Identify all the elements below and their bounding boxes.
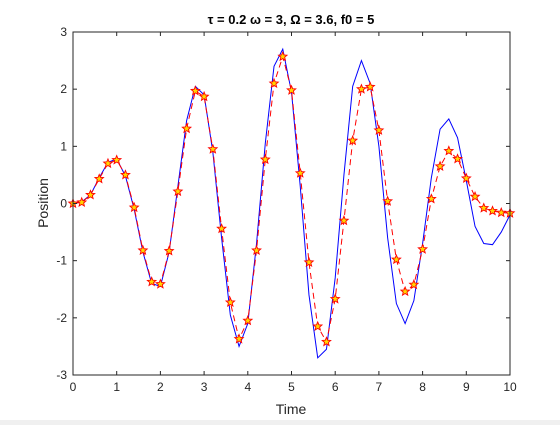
star-marker bbox=[478, 202, 490, 213]
star-marker bbox=[146, 276, 158, 287]
y-tick-label: -2 bbox=[56, 311, 67, 325]
y-tick-label: -1 bbox=[56, 254, 67, 268]
star-marker bbox=[286, 84, 297, 95]
star-marker bbox=[469, 190, 481, 202]
star-marker bbox=[154, 278, 166, 289]
x-tick-label: 6 bbox=[332, 380, 339, 394]
y-tick-label: 1 bbox=[60, 139, 67, 153]
star-marker bbox=[216, 222, 227, 234]
y-tick-label: 2 bbox=[60, 82, 67, 96]
star-marker bbox=[390, 253, 402, 265]
star-marker bbox=[268, 77, 280, 89]
star-marker bbox=[425, 193, 437, 204]
star-marker bbox=[382, 195, 394, 206]
y-tick-label: -3 bbox=[56, 368, 67, 382]
star-marker bbox=[207, 143, 219, 154]
star-marker bbox=[434, 160, 446, 171]
star-marker bbox=[189, 85, 201, 96]
star-marker bbox=[233, 333, 245, 344]
star-marker bbox=[495, 206, 507, 218]
star-marker bbox=[120, 169, 131, 180]
star-marker bbox=[373, 124, 385, 135]
star-marker bbox=[294, 167, 306, 178]
star-marker bbox=[443, 145, 455, 156]
y-tick-label: 3 bbox=[60, 25, 67, 39]
x-tick-label: 8 bbox=[419, 380, 426, 394]
x-axis-label: Time bbox=[276, 401, 307, 417]
star-marker bbox=[347, 134, 359, 146]
x-tick-label: 9 bbox=[463, 380, 470, 394]
star-marker bbox=[321, 336, 332, 347]
x-tick-label: 7 bbox=[376, 380, 383, 394]
star-marker bbox=[399, 285, 411, 297]
star-marker bbox=[487, 205, 498, 216]
star-marker bbox=[356, 83, 367, 94]
star-marker bbox=[242, 315, 254, 326]
chart-title: τ = 0.2 ω = 3, Ω = 3.6, f0 = 5 bbox=[208, 12, 375, 27]
star-marker bbox=[102, 157, 114, 169]
star-marker bbox=[224, 296, 236, 308]
x-tick-label: 4 bbox=[244, 380, 251, 394]
star-marker bbox=[172, 185, 184, 197]
star-marker bbox=[452, 153, 463, 164]
star-marker bbox=[303, 256, 315, 267]
star-marker bbox=[417, 243, 429, 254]
star-marker bbox=[93, 173, 105, 184]
x-tick-label: 2 bbox=[157, 380, 164, 394]
star-marker bbox=[111, 154, 123, 165]
star-marker bbox=[364, 81, 376, 92]
star-marker bbox=[137, 244, 149, 255]
x-tick-label: 0 bbox=[70, 380, 77, 394]
star-marker bbox=[128, 201, 140, 213]
star-marker bbox=[163, 245, 175, 256]
star-marker bbox=[259, 153, 271, 165]
star-marker bbox=[181, 122, 193, 134]
star-marker bbox=[408, 278, 420, 290]
x-tick-label: 10 bbox=[503, 380, 517, 394]
x-tick-label: 1 bbox=[113, 380, 120, 394]
x-tick-label: 5 bbox=[288, 380, 295, 394]
star-marker bbox=[198, 90, 210, 102]
dashed-line-series bbox=[72, 54, 511, 344]
star-marker bbox=[338, 214, 350, 226]
star-marker bbox=[312, 320, 324, 332]
y-axis-label: Position bbox=[35, 178, 51, 228]
plot-area bbox=[73, 32, 510, 375]
star-marker bbox=[460, 172, 472, 183]
axes-layer: 0 1 2 3 4 5 6 7 8 9 10 -3 -2 -1 0 1 2 3 bbox=[56, 25, 517, 394]
star-marker bbox=[329, 293, 341, 304]
star-marker bbox=[251, 244, 262, 255]
star-marker bbox=[76, 196, 88, 207]
y-tick-label: 0 bbox=[60, 197, 67, 211]
x-tick-label: 3 bbox=[201, 380, 208, 394]
star-marker bbox=[85, 189, 96, 200]
star-marker bbox=[277, 50, 289, 62]
